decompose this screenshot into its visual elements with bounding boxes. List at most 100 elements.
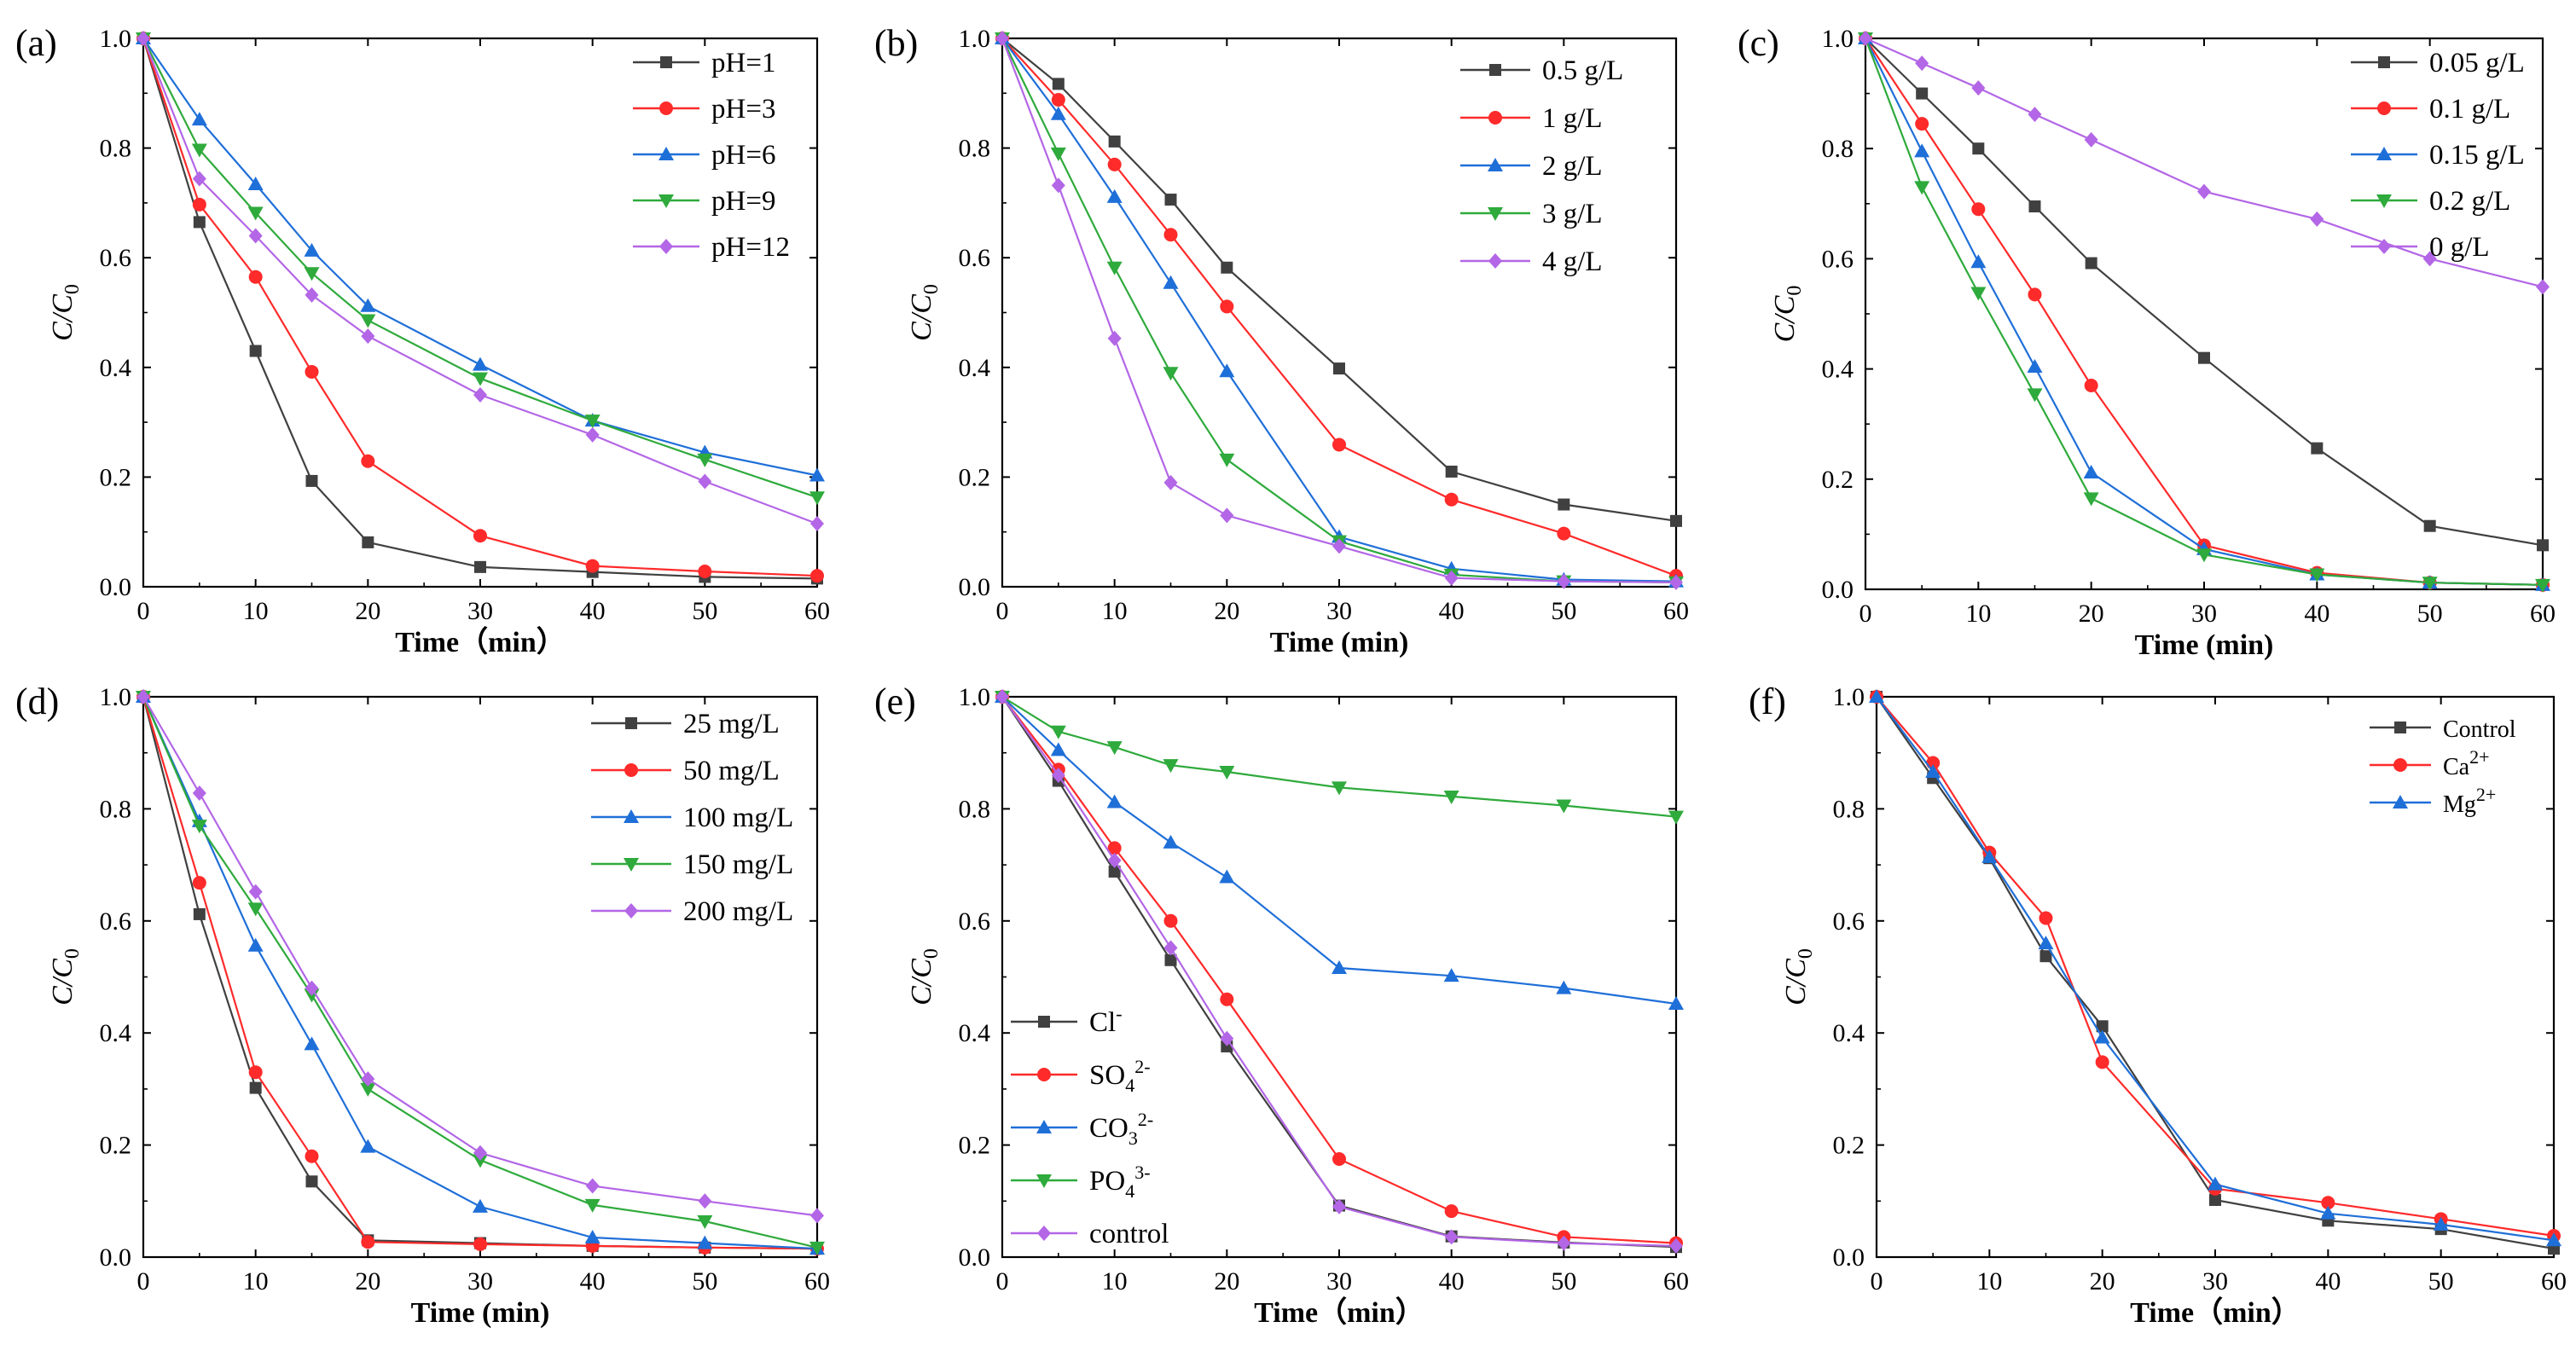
square-marker — [2394, 722, 2406, 733]
diamond-marker — [192, 785, 206, 802]
legend-label: 0.2 g/L — [2429, 186, 2510, 217]
x-tick-label: 30 — [2191, 600, 2217, 628]
legend-label-sup: 2+ — [2476, 784, 2496, 805]
y-tick-label: 0.2 — [100, 1132, 132, 1160]
legend-item: pH=6 — [633, 140, 775, 171]
triangle-down-marker — [2422, 577, 2438, 591]
legend-label: 1 g/L — [1542, 103, 1603, 134]
y-axis-title-sep: /C — [47, 294, 78, 323]
legend-item: pH=9 — [633, 186, 775, 217]
circle-marker — [1332, 1152, 1346, 1167]
diamond-marker — [305, 980, 319, 996]
diamond-marker — [1163, 474, 1178, 490]
y-tick-label: 0.6 — [100, 244, 132, 272]
square-marker — [249, 1081, 262, 1094]
legend-item: 100 mg/L — [591, 803, 793, 833]
diamond-marker — [2028, 107, 2042, 123]
legend-item: 0 g/L — [2351, 232, 2490, 263]
diamond-marker — [2377, 239, 2391, 254]
triangle-down-marker — [2083, 492, 2099, 507]
circle-marker — [473, 1237, 487, 1251]
triangle-up-marker — [2083, 465, 2099, 479]
panel-label: (b) — [874, 22, 918, 64]
diamond-marker — [2197, 183, 2211, 200]
x-tick-label: 40 — [580, 597, 606, 625]
circle-marker — [698, 564, 712, 578]
y-tick-label: 0.0 — [959, 573, 991, 601]
x-tick-label: 40 — [2315, 1267, 2341, 1295]
triangle-down-marker — [473, 1154, 488, 1168]
legend-label: 4 g/L — [1542, 246, 1603, 277]
legend-label-sup: 2- — [1134, 1056, 1150, 1077]
y-tick-label: 1.0 — [959, 25, 991, 53]
square-marker — [2423, 519, 2436, 532]
square-marker — [1108, 865, 1121, 878]
triangle-up-marker — [2376, 147, 2392, 160]
triangle-up-marker — [624, 809, 639, 823]
y-tick-label: 0.2 — [959, 463, 991, 491]
y-tick-label: 0.2 — [1833, 1132, 1865, 1160]
legend: 0.05 g/L 0.1 g/L 0.15 g/L 0.2 g/L 0 g/L — [2351, 48, 2525, 263]
circle-marker — [1220, 992, 1234, 1006]
legend-item: 0.5 g/L — [1460, 55, 1623, 86]
diamond-marker — [1332, 538, 1346, 554]
legend-label-main: pH=3 — [711, 94, 775, 125]
triangle-up-marker — [2208, 1176, 2223, 1191]
square-marker — [1558, 498, 1570, 511]
legend-label-sub: 4 — [1125, 1075, 1134, 1096]
legend-label: pH=3 — [711, 94, 775, 125]
legend-label-main: Cl — [1089, 1007, 1116, 1038]
legend-label-main: SO — [1089, 1060, 1125, 1091]
x-axis-title: Time (min) — [411, 1297, 550, 1329]
triangle-down-marker — [1050, 148, 1066, 162]
diamond-marker — [1557, 573, 1571, 589]
diamond-marker — [136, 31, 150, 46]
diamond-marker — [305, 287, 319, 303]
square-marker — [1916, 87, 1929, 100]
series-1 — [1859, 32, 2549, 552]
legend-label-sub: 4 — [1125, 1180, 1134, 1202]
legend-label: 200 mg/L — [683, 896, 793, 927]
x-axis-title: Time (min) — [2135, 629, 2274, 661]
legend-item: pH=3 — [633, 94, 775, 125]
x-tick-label: 30 — [467, 597, 493, 625]
legend-item: 200 mg/L — [591, 896, 793, 927]
legend-label-main: 0.15 g/L — [2429, 140, 2525, 171]
triangle-up-marker — [304, 1036, 320, 1051]
legend-item: 0.1 g/L — [2351, 94, 2510, 125]
triangle-up-marker — [304, 242, 320, 257]
square-marker — [474, 560, 486, 573]
legend-label-main: 0.2 g/L — [2429, 186, 2510, 217]
circle-marker — [1557, 526, 1571, 541]
circle-marker — [1037, 1068, 1051, 1081]
square-marker — [1038, 1016, 1050, 1028]
triangle-up-marker — [1914, 143, 1930, 158]
square-marker — [2028, 200, 2041, 213]
y-tick-label: 0.4 — [1822, 356, 1854, 384]
diamond-marker — [192, 171, 206, 187]
legend-label-main: 2 g/L — [1542, 151, 1603, 182]
triangle-up-marker — [2393, 795, 2408, 809]
legend-label: 0 g/L — [2429, 232, 2490, 263]
diamond-marker — [1669, 574, 1683, 590]
panel-a: 0 10 20 30 40 50 60 0.0 0.2 0.4 0.6 0.8 1.0 Time（min）… — [15, 22, 830, 658]
y-tick-label: 0.8 — [959, 135, 991, 163]
y-tick-label: 0.8 — [100, 795, 132, 823]
legend-item: Cl- — [1011, 1003, 1123, 1038]
x-tick-label: 50 — [2417, 600, 2443, 628]
square-marker — [1670, 514, 1682, 527]
square-marker — [660, 56, 672, 68]
circle-marker — [1163, 913, 1178, 928]
y-axis-title-c: C — [47, 986, 78, 1006]
panel-b: 0 10 20 30 40 50 60 0.0 0.2 0.4 0.6 0.8 1.0 Time (min… — [874, 22, 1689, 658]
legend-label-main: 3 g/L — [1542, 199, 1603, 229]
circle-marker — [305, 364, 319, 379]
triangle-up-marker — [191, 112, 207, 126]
legend-item: 4 g/L — [1460, 246, 1603, 277]
x-tick-label: 40 — [2304, 600, 2329, 628]
diamond-marker — [995, 31, 1009, 46]
legend-label: 100 mg/L — [683, 803, 793, 833]
legend-label-sub: 3 — [1128, 1127, 1138, 1149]
square-marker — [1489, 64, 1501, 76]
legend-label: control — [1089, 1219, 1169, 1249]
